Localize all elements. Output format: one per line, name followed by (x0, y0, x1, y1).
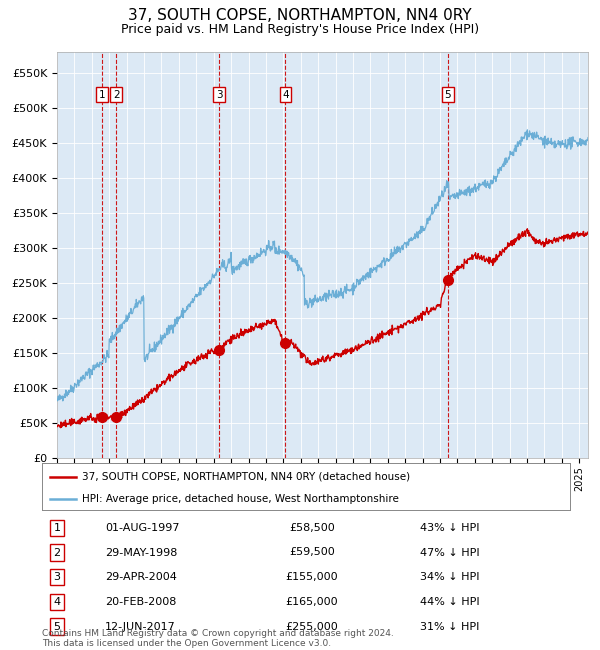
Text: £58,500: £58,500 (289, 523, 335, 533)
Text: 31% ↓ HPI: 31% ↓ HPI (420, 621, 479, 632)
Text: 4: 4 (282, 90, 289, 99)
Text: 2: 2 (113, 90, 119, 99)
Text: 29-MAY-1998: 29-MAY-1998 (105, 547, 178, 558)
Text: 29-APR-2004: 29-APR-2004 (105, 572, 177, 582)
Text: 5: 5 (53, 621, 61, 632)
Text: 01-AUG-1997: 01-AUG-1997 (105, 523, 179, 533)
Text: 3: 3 (53, 572, 61, 582)
Text: £165,000: £165,000 (286, 597, 338, 607)
Text: 47% ↓ HPI: 47% ↓ HPI (420, 547, 479, 558)
Text: 3: 3 (216, 90, 223, 99)
Text: 1: 1 (98, 90, 105, 99)
Text: 20-FEB-2008: 20-FEB-2008 (105, 597, 176, 607)
Text: 5: 5 (445, 90, 451, 99)
Text: 37, SOUTH COPSE, NORTHAMPTON, NN4 0RY (detached house): 37, SOUTH COPSE, NORTHAMPTON, NN4 0RY (d… (82, 471, 410, 482)
Text: HPI: Average price, detached house, West Northamptonshire: HPI: Average price, detached house, West… (82, 493, 398, 504)
Text: Contains HM Land Registry data © Crown copyright and database right 2024.
This d: Contains HM Land Registry data © Crown c… (42, 629, 394, 648)
Text: 37, SOUTH COPSE, NORTHAMPTON, NN4 0RY: 37, SOUTH COPSE, NORTHAMPTON, NN4 0RY (128, 8, 472, 23)
Text: £59,500: £59,500 (289, 547, 335, 558)
Text: 34% ↓ HPI: 34% ↓ HPI (420, 572, 479, 582)
Text: £255,000: £255,000 (286, 621, 338, 632)
Text: 1: 1 (53, 523, 61, 533)
Text: 4: 4 (53, 597, 61, 607)
Text: Price paid vs. HM Land Registry's House Price Index (HPI): Price paid vs. HM Land Registry's House … (121, 23, 479, 36)
Text: 44% ↓ HPI: 44% ↓ HPI (420, 597, 479, 607)
Text: 12-JUN-2017: 12-JUN-2017 (105, 621, 176, 632)
Text: 2: 2 (53, 547, 61, 558)
Text: £155,000: £155,000 (286, 572, 338, 582)
Text: 43% ↓ HPI: 43% ↓ HPI (420, 523, 479, 533)
